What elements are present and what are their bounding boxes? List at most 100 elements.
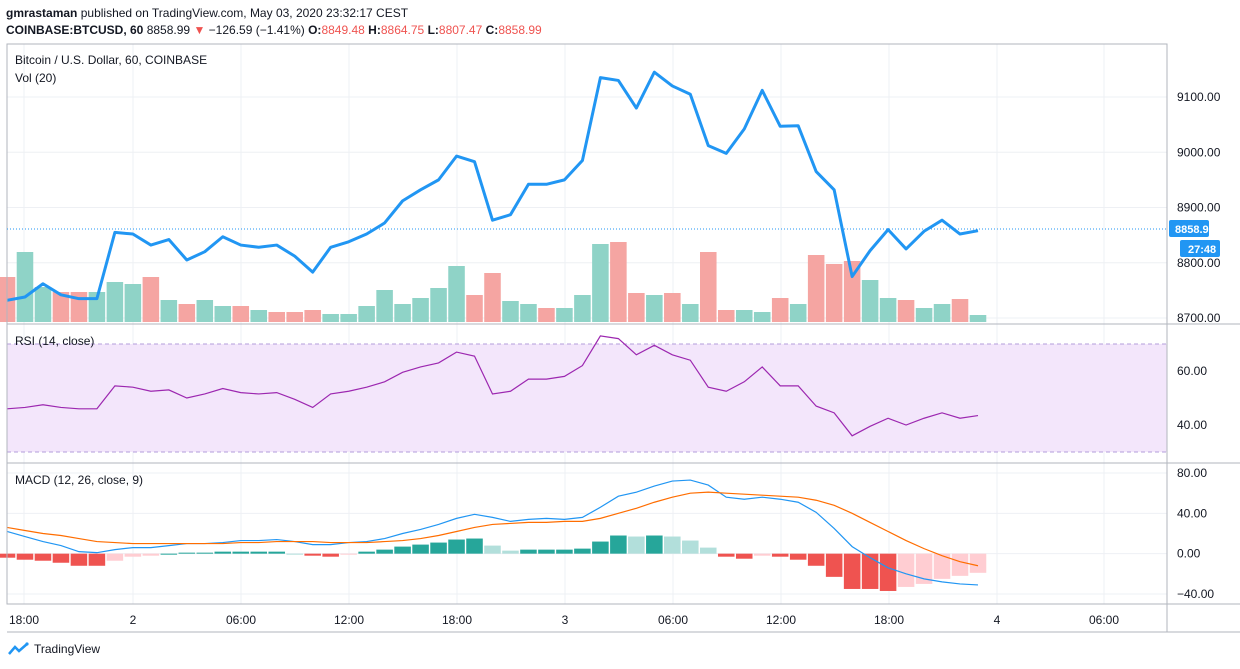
- time-axis-tick-label: 06:00: [226, 613, 256, 627]
- open-value: 8849.48: [321, 23, 365, 37]
- volume-bar: [610, 242, 627, 322]
- macd-axis-tick-label: 80.00: [1177, 466, 1207, 480]
- volume-bar: [34, 287, 52, 322]
- volume-bars: [0, 242, 987, 322]
- volume-bar: [232, 306, 250, 322]
- macd-histogram-bar: [52, 553, 70, 563]
- time-axis-tick-label: 12:00: [334, 613, 364, 627]
- volume-bar: [538, 308, 555, 322]
- macd-histogram-bar: [915, 553, 933, 584]
- macd-histogram-bar: [538, 549, 555, 554]
- time-axis-tick-label: 18:00: [442, 613, 472, 627]
- macd-histogram-bar: [574, 548, 591, 554]
- volume-bar: [448, 266, 465, 322]
- macd-histogram-bar: [448, 539, 465, 554]
- macd-histogram-bar: [106, 553, 124, 561]
- macd-histogram-bar: [358, 551, 375, 554]
- macd-line: [6, 479, 979, 586]
- macd-histogram-bar: [286, 553, 303, 555]
- low-value: 8807.47: [438, 23, 483, 37]
- volume-bar: [196, 300, 214, 322]
- volume-bar: [879, 298, 897, 322]
- macd-histogram-bar: [682, 540, 699, 554]
- macd-histogram-bar: [933, 553, 951, 579]
- macd-histogram-bar: [376, 549, 393, 554]
- volume-bar: [969, 315, 987, 322]
- volume-bar: [106, 282, 124, 322]
- rsi-axis-tick-label: 60.00: [1177, 364, 1207, 378]
- macd-histogram-bar: [178, 552, 196, 554]
- macd-histogram-bar: [70, 553, 88, 566]
- volume-bar: [861, 280, 879, 322]
- volume-bar: [628, 293, 645, 322]
- macd-histogram-bar: [484, 545, 501, 554]
- macd-histogram-bar: [394, 546, 411, 554]
- macd-histogram-bar: [124, 553, 142, 557]
- volume-bar: [466, 295, 483, 322]
- open-label: O:: [308, 23, 322, 37]
- close-value: 8858.99: [498, 23, 542, 37]
- macd-histogram-bar: [160, 553, 178, 555]
- volume-bar: [394, 304, 411, 322]
- macd-histogram-bar: [789, 553, 807, 560]
- macd-histogram-bar: [556, 549, 573, 554]
- volume-bar: [933, 304, 951, 322]
- macd-histogram-bar: [196, 552, 214, 554]
- volume-bar: [268, 312, 285, 322]
- time-axis-tick-label: 4: [994, 613, 1001, 627]
- volume-bar: [825, 264, 843, 322]
- volume-bar: [340, 314, 357, 322]
- volume-bar: [664, 293, 681, 322]
- volume-bar: [520, 304, 537, 322]
- volume-bar: [124, 284, 142, 322]
- volume-bar: [753, 312, 771, 322]
- close-label: C:: [485, 23, 499, 37]
- volume-bar: [807, 255, 825, 322]
- macd-histogram-bar: [16, 553, 34, 560]
- macd-histogram-bar: [879, 553, 897, 591]
- macd-axis-tick-label: 0.00: [1177, 547, 1201, 561]
- macd-histogram-bar: [771, 553, 789, 557]
- volume-bar: [789, 304, 807, 322]
- last-price: 8858.99: [146, 23, 191, 37]
- low-label: L:: [427, 23, 439, 37]
- volume-bar: [250, 310, 268, 322]
- macd-histogram-bar: [232, 551, 250, 554]
- tradingview-logo-icon: [8, 642, 29, 655]
- symbol-label[interactable]: COINBASE:BTCUSD, 60: [6, 23, 144, 37]
- macd-histogram-bar: [897, 553, 915, 587]
- volume-bar: [951, 299, 969, 322]
- price-tags: 8858.99 27:48: [7, 220, 1220, 257]
- tradingview-footer[interactable]: TradingView: [8, 642, 100, 656]
- main-chart-title: Bitcoin / U.S. Dollar, 60, COINBASE: [15, 53, 207, 67]
- high-label: H:: [368, 23, 381, 37]
- macd-histogram-bar: [502, 550, 519, 554]
- time-axis-tick-label: 3: [562, 613, 569, 627]
- volume-bar: [502, 301, 519, 322]
- publish-info: published on TradingView.com, May 03, 20…: [80, 6, 409, 20]
- macd-histogram-bar: [592, 541, 609, 554]
- author-name[interactable]: gmrastaman: [6, 6, 78, 20]
- volume-label: Vol (20): [15, 71, 56, 85]
- ohlc-line: COINBASE:BTCUSD, 60 8858.99 ▼ −126.59 (−…: [6, 23, 542, 37]
- macd-axis-tick-label: −40.00: [1177, 587, 1214, 601]
- macd-axis-tick-label: 40.00: [1177, 506, 1207, 520]
- macd-histogram-bar: [664, 536, 681, 554]
- tradingview-brand: TradingView: [34, 642, 101, 656]
- countdown-tag-text: 27:48: [1188, 244, 1216, 256]
- volume-bar: [484, 273, 501, 322]
- price-axis-tick-label: 8700.00: [1177, 311, 1221, 325]
- price-axis-tick-label: 8800.00: [1177, 256, 1221, 270]
- volume-bar: [735, 310, 753, 322]
- volume-bar: [286, 312, 303, 322]
- price-axis-tick-label: 9100.00: [1177, 90, 1221, 104]
- volume-bar: [771, 298, 789, 322]
- macd-histogram-bar: [628, 536, 645, 554]
- countdown-tag: [1180, 240, 1220, 257]
- volume-bar: [700, 252, 717, 322]
- macd-histogram-bar: [807, 553, 825, 566]
- signal-line: [6, 491, 979, 567]
- down-arrow-icon: ▼: [193, 23, 206, 37]
- volume-bar: [16, 252, 34, 322]
